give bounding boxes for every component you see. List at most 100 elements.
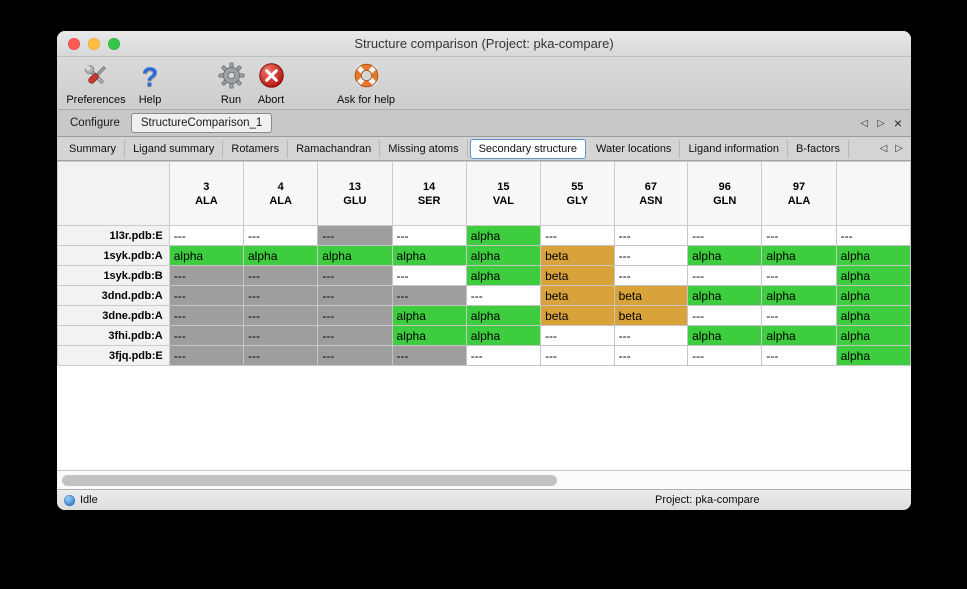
column-header: 96 GLN [687, 161, 763, 226]
ss-cell-missing: --- [242, 265, 319, 286]
subtab-ligand-summary[interactable]: Ligand summary [125, 139, 224, 158]
ss-cell-blank: --- [465, 345, 542, 366]
abort-label: Abort [257, 94, 285, 106]
ss-cell-alpha: alpha [835, 245, 911, 266]
ss-cell-beta: beta [613, 285, 689, 306]
ss-cell-blank: --- [761, 225, 837, 246]
ss-cell-missing: --- [168, 285, 245, 306]
ss-cell-alpha: alpha [835, 265, 911, 286]
subtab-controls: ◁ ▷ [880, 143, 911, 154]
row-label: 3fhi.pdb:A [57, 325, 170, 346]
ss-cell-missing: --- [317, 285, 393, 306]
close-window-button[interactable] [68, 38, 80, 50]
ss-cell-alpha: alpha [465, 245, 542, 266]
ss-cell-alpha: alpha [687, 245, 763, 266]
ss-cell-alpha: alpha [168, 245, 245, 266]
abort-icon [242, 61, 300, 94]
ss-cell-alpha: alpha [242, 245, 319, 266]
row-label: 1l3r.pdb:E [57, 225, 170, 246]
preferences-label: Preferences [66, 94, 126, 106]
ss-cell-missing: --- [168, 345, 245, 366]
subtab-ligand-information[interactable]: Ligand information [680, 139, 788, 158]
subtab-rotamers[interactable]: Rotamers [223, 139, 289, 158]
abort-button[interactable]: Abort [242, 61, 300, 106]
window-title: Structure comparison (Project: pka-compa… [354, 36, 614, 51]
subtab-water-locations[interactable]: Water locations [588, 139, 681, 158]
horizontal-scrollbar[interactable] [57, 470, 911, 489]
ss-cell-alpha: alpha [835, 285, 911, 306]
table-corner-cell [57, 161, 170, 226]
table-row: 1l3r.pdb:E --- --- --- --- alpha --- --- --- --- -… [57, 225, 911, 246]
ss-cell-blank: --- [761, 265, 837, 286]
column-header: 97 ALA [761, 161, 837, 226]
ss-cell-missing: --- [317, 345, 393, 366]
ss-cell-beta: beta [540, 305, 615, 326]
subtab-b-factors[interactable]: B-factors [788, 139, 849, 158]
ss-cell-alpha: alpha [465, 265, 542, 286]
subtab-scroll-left-icon[interactable]: ◁ [879, 143, 888, 154]
column-header: 13 GLU [317, 161, 393, 226]
tab-configure[interactable]: Configure [70, 117, 120, 129]
ss-cell-beta: beta [613, 305, 689, 326]
tab-structurecomparison-1[interactable]: StructureComparison_1 [130, 113, 273, 133]
subtab-secondary-structure[interactable]: Secondary structure [469, 138, 587, 159]
column-header: 4 ALA [242, 161, 319, 226]
project-label: Project: pka-compare [655, 494, 760, 506]
preferences-button[interactable]: Preferences [63, 61, 129, 106]
subtab-summary[interactable]: Summary [61, 139, 126, 158]
ss-cell-blank: --- [687, 265, 763, 286]
column-header [835, 161, 911, 226]
ss-cell-alpha: alpha [391, 245, 467, 266]
tab-controls: ◁ ▷ × [860, 115, 911, 131]
tab-scroll-right-icon[interactable]: ▷ [877, 117, 885, 129]
ss-cell-blank: --- [168, 225, 245, 246]
help-label: Help [138, 94, 162, 106]
zoom-window-button[interactable] [108, 38, 120, 50]
help-button[interactable]: ? Help [121, 61, 179, 106]
ss-cell-blank: --- [613, 265, 689, 286]
ss-cell-alpha: alpha [835, 345, 911, 366]
ss-cell-missing: --- [391, 285, 467, 306]
ss-cell-missing: --- [317, 225, 393, 246]
ss-cell-alpha: alpha [835, 305, 911, 326]
scrollbar-thumb[interactable] [62, 475, 557, 486]
ss-cell-alpha: alpha [465, 305, 542, 326]
table-row: 3dne.pdb:A --- --- --- alpha alpha beta beta ---… [57, 305, 911, 326]
column-header: 3 ALA [168, 161, 245, 226]
subtab-ramachandran[interactable]: Ramachandran [288, 139, 381, 158]
run-button[interactable]: Run [202, 61, 260, 106]
ss-cell-alpha: alpha [835, 325, 911, 346]
ss-cell-missing: --- [168, 325, 245, 346]
ss-cell-alpha: alpha [761, 245, 837, 266]
ss-cell-missing: --- [242, 345, 319, 366]
ss-cell-blank: --- [761, 305, 837, 326]
tab-close-icon[interactable]: × [893, 115, 902, 131]
column-header: 14 SER [391, 161, 467, 226]
tab-bar: Configure StructureComparison_1 ◁ ▷ × [57, 110, 911, 137]
table-row: 1syk.pdb:A alpha alpha alpha alpha alpha beta -… [57, 245, 911, 266]
ss-cell-missing: --- [391, 345, 467, 366]
ss-cell-blank: --- [687, 345, 763, 366]
ss-cell-blank: --- [687, 225, 763, 246]
ss-cell-alpha: alpha [761, 325, 837, 346]
subtab-scroll-right-icon[interactable]: ▷ [895, 143, 903, 154]
gear-icon [202, 61, 260, 94]
ss-cell-blank: --- [761, 345, 837, 366]
ss-cell-alpha: alpha [391, 305, 467, 326]
minimize-window-button[interactable] [88, 38, 100, 50]
table-header-row: 3 ALA 4 ALA 13 GLU 14 SER 15 VAL 55 GLY 67 ASN 96 GLN 97… [57, 161, 911, 226]
ss-cell-blank: --- [540, 225, 615, 246]
run-label: Run [220, 94, 242, 106]
table-row: 3fhi.pdb:A --- --- --- alpha alpha --- --- alpha… [57, 325, 911, 346]
ss-cell-alpha: alpha [465, 325, 542, 346]
tab-scroll-left-icon[interactable]: ◁ [860, 117, 869, 129]
ss-cell-blank: --- [613, 345, 689, 366]
ss-cell-missing: --- [317, 325, 393, 346]
subtab-missing-atoms[interactable]: Missing atoms [380, 139, 468, 158]
life-ring-icon [332, 61, 400, 94]
ss-cell-missing: --- [317, 305, 393, 326]
ss-cell-blank: --- [540, 345, 615, 366]
toolbar: Preferences ? Help Run [57, 57, 911, 110]
ss-cell-blank: --- [687, 305, 763, 326]
ask-for-help-button[interactable]: Ask for help [332, 61, 400, 106]
